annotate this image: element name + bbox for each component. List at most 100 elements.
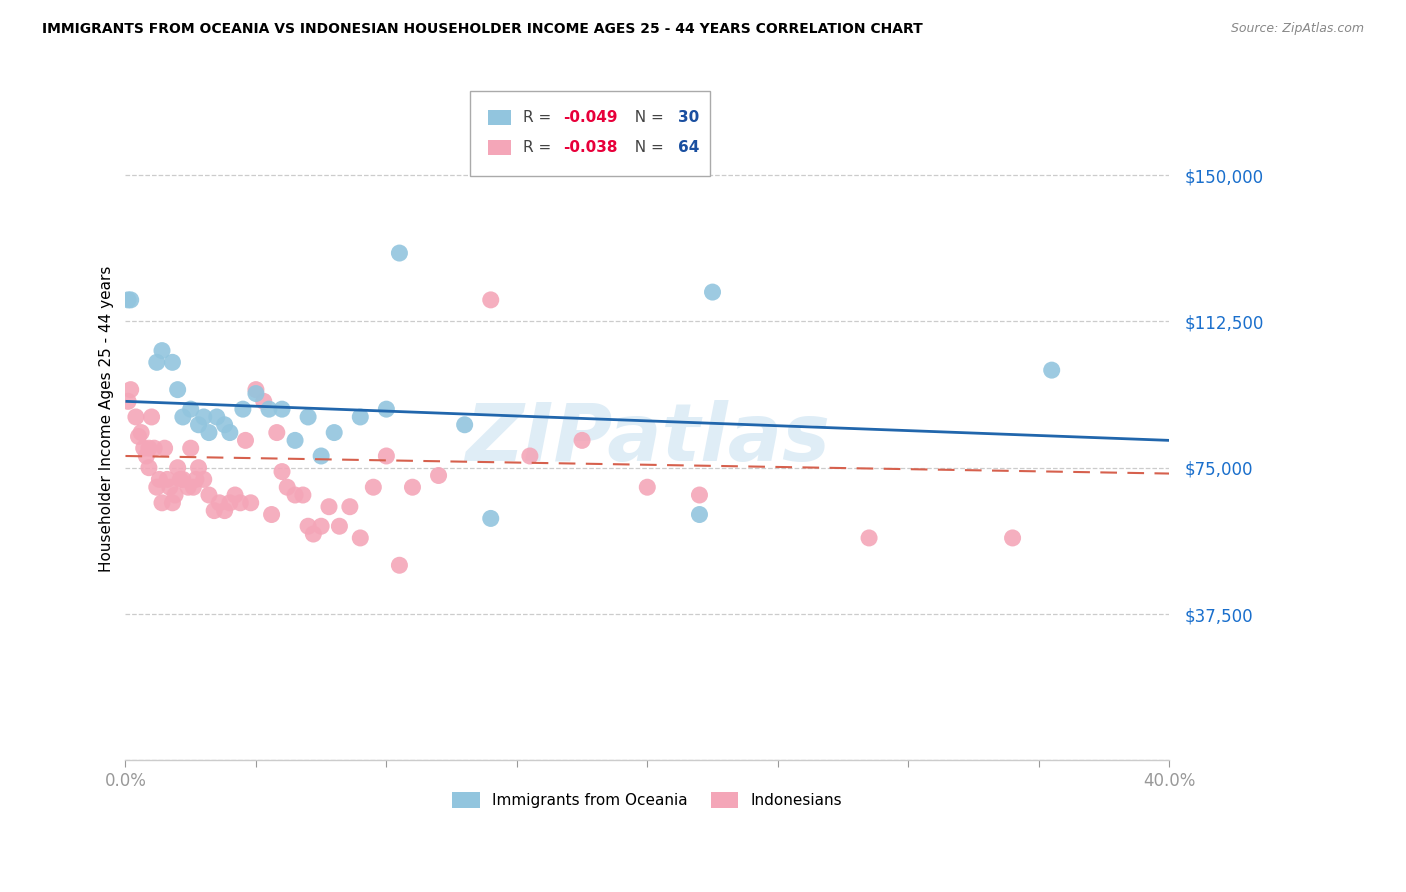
Point — [135, 449, 157, 463]
Point — [245, 386, 267, 401]
Point — [193, 409, 215, 424]
Text: 30: 30 — [678, 110, 699, 125]
Point — [214, 417, 236, 432]
Point — [453, 417, 475, 432]
Point — [284, 488, 307, 502]
Point — [349, 409, 371, 424]
Point — [141, 409, 163, 424]
Point — [388, 246, 411, 260]
FancyBboxPatch shape — [488, 139, 510, 154]
Point — [150, 496, 173, 510]
Point — [117, 293, 139, 307]
Point — [163, 488, 186, 502]
Point — [239, 496, 262, 510]
Point — [271, 465, 294, 479]
Point — [232, 402, 254, 417]
Point — [276, 480, 298, 494]
Point — [120, 383, 142, 397]
Point — [309, 519, 332, 533]
Point — [146, 355, 169, 369]
Point — [169, 472, 191, 486]
Point — [260, 508, 283, 522]
Text: Source: ZipAtlas.com: Source: ZipAtlas.com — [1230, 22, 1364, 36]
Legend: Immigrants from Oceania, Indonesians: Immigrants from Oceania, Indonesians — [446, 786, 848, 814]
Point — [224, 488, 246, 502]
Point — [349, 531, 371, 545]
Point — [148, 472, 170, 486]
Point — [297, 519, 319, 533]
Point — [636, 480, 658, 494]
Point — [128, 429, 150, 443]
Point — [184, 472, 207, 486]
Text: ZIPatlas: ZIPatlas — [465, 401, 830, 478]
Point — [172, 472, 194, 486]
Point — [688, 488, 710, 502]
Point — [208, 496, 231, 510]
Point — [257, 402, 280, 417]
Point — [1001, 531, 1024, 545]
Point — [205, 409, 228, 424]
Point — [271, 402, 294, 417]
Point — [401, 480, 423, 494]
Point — [388, 558, 411, 573]
Point — [218, 425, 240, 440]
Point — [143, 441, 166, 455]
Point — [323, 425, 346, 440]
Point — [245, 383, 267, 397]
Point — [479, 511, 502, 525]
Y-axis label: Householder Income Ages 25 - 44 years: Householder Income Ages 25 - 44 years — [100, 266, 114, 572]
Point — [297, 409, 319, 424]
Text: -0.049: -0.049 — [562, 110, 617, 125]
Point — [198, 488, 221, 502]
Point — [218, 496, 240, 510]
Text: -0.038: -0.038 — [562, 140, 617, 154]
Point — [253, 394, 276, 409]
Point — [284, 434, 307, 448]
Point — [309, 449, 332, 463]
Point — [519, 449, 541, 463]
Text: R =: R = — [523, 110, 557, 125]
Point — [150, 343, 173, 358]
Text: N =: N = — [626, 140, 669, 154]
Point — [138, 460, 160, 475]
Point — [375, 402, 398, 417]
Point — [187, 460, 209, 475]
FancyBboxPatch shape — [488, 110, 510, 125]
FancyBboxPatch shape — [470, 91, 710, 177]
Point — [125, 409, 148, 424]
Point — [187, 417, 209, 432]
Point — [702, 285, 724, 299]
Point — [117, 394, 139, 409]
Point — [375, 449, 398, 463]
Point — [129, 425, 152, 440]
Text: 64: 64 — [678, 140, 699, 154]
Point — [193, 472, 215, 486]
Point — [198, 425, 221, 440]
Point — [318, 500, 340, 514]
Point — [146, 480, 169, 494]
Point — [266, 425, 288, 440]
Point — [181, 480, 204, 494]
Point — [162, 496, 184, 510]
Point — [162, 355, 184, 369]
Point — [172, 409, 194, 424]
Point — [180, 402, 202, 417]
Point — [479, 293, 502, 307]
Point — [159, 480, 181, 494]
Point — [688, 508, 710, 522]
Text: N =: N = — [626, 110, 669, 125]
Point — [339, 500, 361, 514]
Point — [858, 531, 880, 545]
Point — [302, 527, 325, 541]
Point — [180, 441, 202, 455]
Point — [363, 480, 385, 494]
Point — [214, 503, 236, 517]
Point — [202, 503, 225, 517]
Point — [120, 293, 142, 307]
Text: R =: R = — [523, 140, 557, 154]
Point — [166, 383, 188, 397]
Point — [235, 434, 257, 448]
Point — [571, 434, 593, 448]
Point — [328, 519, 350, 533]
Point — [153, 441, 176, 455]
